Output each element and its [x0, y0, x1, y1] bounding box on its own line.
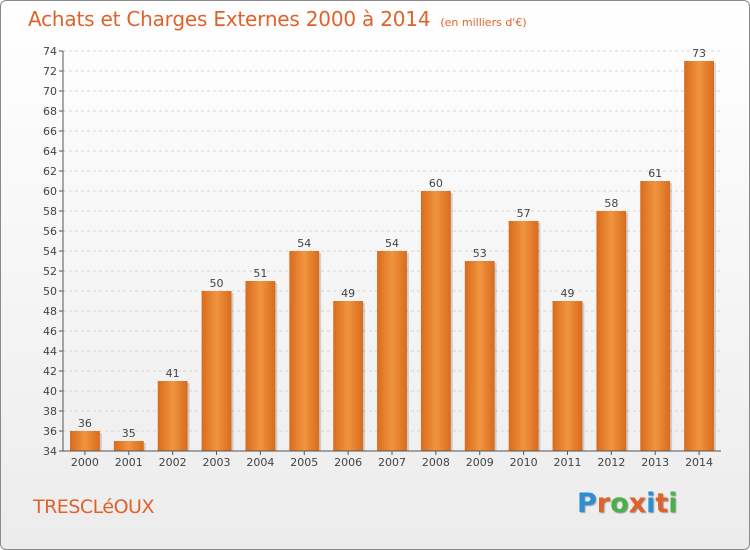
y-tick-label: 38 [43, 405, 57, 418]
y-tick-label: 62 [43, 165, 57, 178]
chart-title: Achats et Charges Externes 2000 à 2014 (e… [28, 7, 527, 31]
bar [289, 251, 320, 451]
bar-value-label: 49 [560, 287, 574, 300]
y-tick-label: 64 [43, 145, 57, 158]
x-tick-label: 2002 [159, 456, 187, 469]
x-tick-label: 2011 [553, 456, 581, 469]
y-tick-label: 42 [43, 365, 57, 378]
y-tick-label: 58 [43, 205, 57, 218]
bar [464, 261, 495, 451]
bar [420, 191, 451, 451]
y-tick-label: 46 [43, 325, 57, 338]
logo-letter: P [577, 488, 597, 519]
logo-letter: t [655, 488, 669, 519]
x-tick-label: 2008 [422, 456, 450, 469]
bar [201, 291, 232, 451]
x-tick-label: 2006 [334, 456, 362, 469]
bar-value-label: 73 [692, 47, 706, 60]
x-tick-label: 2001 [115, 456, 143, 469]
x-tick-label: 2007 [378, 456, 406, 469]
bar-value-label: 53 [473, 247, 487, 260]
bar [157, 381, 188, 451]
bar [245, 281, 276, 451]
x-tick-label: 2004 [246, 456, 274, 469]
bar-value-label: 54 [297, 237, 311, 250]
y-tick-label: 36 [43, 425, 57, 438]
bar [552, 301, 583, 451]
y-tick-label: 44 [43, 345, 57, 358]
logo-letter: i [646, 488, 656, 519]
bar-value-label: 41 [166, 367, 180, 380]
bar [70, 431, 100, 451]
y-tick-label: 52 [43, 265, 57, 278]
y-tick-label: 68 [43, 105, 57, 118]
y-tick-label: 56 [43, 225, 57, 238]
y-tick-label: 74 [43, 45, 57, 58]
y-tick-label: 50 [43, 285, 57, 298]
logo-letter: r [596, 488, 611, 519]
logo-letter: i [668, 488, 678, 519]
x-tick-label: 2013 [641, 456, 669, 469]
chart-title-text: Achats et Charges Externes 2000 à 2014 [28, 7, 431, 31]
proxiti-logo: Proxiti [577, 488, 678, 519]
x-tick-label: 2014 [685, 456, 713, 469]
bar-value-label: 54 [385, 237, 399, 250]
bar [684, 61, 714, 451]
bar-value-label: 58 [604, 197, 618, 210]
bar-value-label: 35 [122, 427, 136, 440]
x-tick-label: 2010 [510, 456, 538, 469]
y-tick-label: 66 [43, 125, 57, 138]
logo-letter: o [610, 488, 629, 519]
y-axis: 34 36 38 40 42 44 46 48 50 52 54 56 58 60 62 64 66 68 70 72… [43, 45, 64, 458]
bar [113, 441, 144, 451]
bars: 36 35 41 50 51 54 49 54 60 53 57 49 58 61 73 [70, 47, 716, 451]
bar [596, 211, 627, 451]
chart-subtitle: (en milliers d'€) [440, 16, 527, 29]
bar-value-label: 60 [429, 177, 443, 190]
y-tick-label: 54 [43, 245, 57, 258]
bar [508, 221, 539, 451]
x-tick-label: 2000 [71, 456, 99, 469]
bar-value-label: 50 [210, 277, 224, 290]
bar [377, 251, 407, 451]
y-tick-label: 60 [43, 185, 57, 198]
bar [640, 181, 671, 451]
x-axis: 2000 2001 2002 2003 2004 2005 2006 2007 2008 2009… [63, 450, 721, 469]
bar-value-label: 49 [341, 287, 355, 300]
y-tick-label: 34 [43, 445, 57, 458]
bar-value-label: 36 [78, 417, 92, 430]
x-tick-label: 2009 [466, 456, 494, 469]
bar-value-label: 61 [648, 167, 662, 180]
commune-name: TRESCLéOUX [33, 496, 154, 518]
logo-letter: x [628, 488, 647, 519]
y-tick-label: 72 [43, 65, 57, 78]
y-tick-label: 40 [43, 385, 57, 398]
bar-value-label: 51 [253, 267, 267, 280]
bar [333, 301, 364, 451]
bar-value-label: 57 [517, 207, 531, 220]
x-tick-label: 2012 [597, 456, 625, 469]
x-tick-label: 2003 [203, 456, 231, 469]
y-tick-label: 48 [43, 305, 57, 318]
x-tick-label: 2005 [290, 456, 318, 469]
y-tick-label: 70 [43, 85, 57, 98]
